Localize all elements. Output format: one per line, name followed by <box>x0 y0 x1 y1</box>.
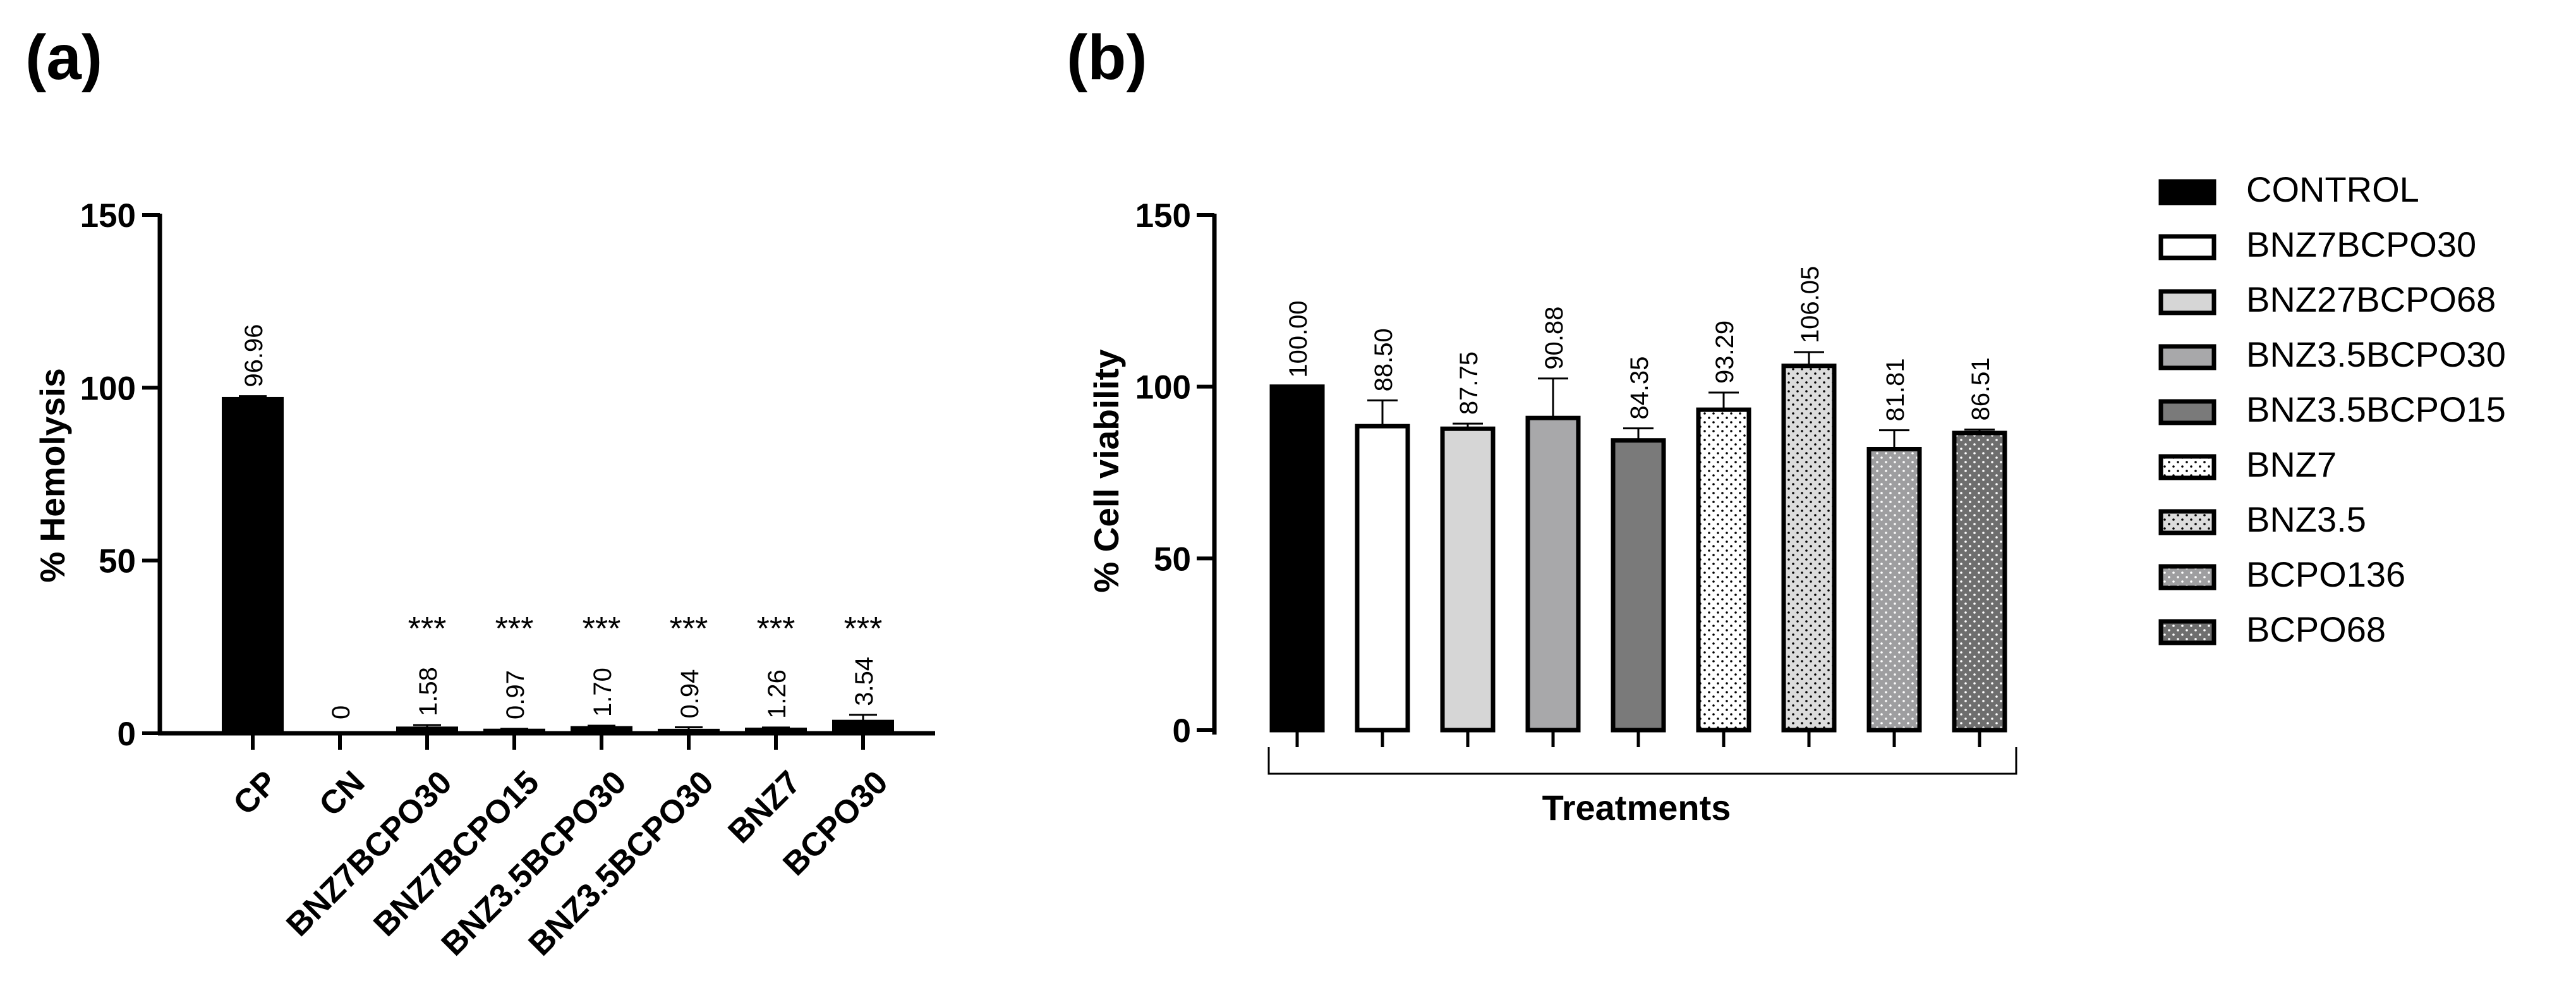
y-tick-label: 150 <box>80 197 136 235</box>
legend-label: BNZ3.5 <box>2246 499 2366 539</box>
legend-swatch-pattern <box>2161 511 2214 533</box>
bar-pattern <box>1784 365 1834 730</box>
bar <box>1442 429 1493 730</box>
legend-label: BCPO136 <box>2246 554 2405 594</box>
bar-pattern <box>1869 449 1920 730</box>
bar <box>745 728 807 735</box>
bar-pattern <box>1954 432 2005 730</box>
data-label: 87.75 <box>1455 351 1483 415</box>
data-label: 93.29 <box>1711 320 1739 384</box>
bar <box>1357 426 1408 730</box>
legend-swatch <box>2161 236 2214 258</box>
legend: CONTROL BNZ7BCPO30 BNZ27BCPO68 BNZ3.5BCPO30… <box>2158 169 2506 649</box>
bar <box>1613 440 1664 730</box>
legend-swatch-pattern <box>2161 566 2214 588</box>
legend-label: BNZ3.5BCPO30 <box>2246 334 2506 374</box>
y-tick-label: 0 <box>1173 712 1191 750</box>
legend-swatch-outline <box>2158 179 2216 205</box>
legend-swatch-outline <box>2158 399 2216 425</box>
legend-swatch <box>2161 401 2214 423</box>
legend-swatch-outline <box>2158 234 2216 260</box>
legend-label: BNZ7 <box>2246 444 2337 484</box>
data-label: 106.05 <box>1796 266 1824 343</box>
legend-swatch <box>2161 181 2214 203</box>
y-tick-label: 100 <box>80 370 136 407</box>
data-label: 1.70 <box>589 668 617 717</box>
hemolysis-chart: (a) % Hemolysis 0 50 100 150 96.96 CP 0 CN 1.58… <box>25 22 935 963</box>
significance-marker: *** <box>495 611 534 647</box>
legend-label: BNZ3.5BCPO15 <box>2246 389 2506 429</box>
bar <box>1272 386 1322 730</box>
data-label: 100.00 <box>1285 300 1312 377</box>
legend-label: CONTROL <box>2246 169 2419 209</box>
y-axis-title-hemolysis: % Hemolysis <box>33 368 72 582</box>
significance-marker: *** <box>844 611 883 647</box>
data-label: 96.96 <box>240 324 268 388</box>
data-label: 84.35 <box>1626 357 1654 420</box>
significance-marker: *** <box>583 611 621 647</box>
data-label: 1.26 <box>763 669 791 719</box>
legend-label: BNZ27BCPO68 <box>2246 279 2496 319</box>
panel-b-label: (b) <box>1067 22 1147 93</box>
legend-label: BCPO68 <box>2246 609 2386 649</box>
bar <box>222 396 284 735</box>
cell-viability-chart: (b) % Cell viability 0 50 100 150 100.00 88.… <box>1067 22 2506 827</box>
data-label: 0.97 <box>502 670 529 719</box>
legend-swatch-outline <box>2158 454 2216 480</box>
legend-swatch <box>2161 346 2214 368</box>
y-tick-label: 0 <box>118 716 136 753</box>
y-axis-title-cell-viability: % Cell viability <box>1087 349 1126 593</box>
legend-swatch-outline <box>2158 344 2216 370</box>
y-tick-label: 50 <box>99 543 136 580</box>
significance-marker: *** <box>670 611 708 647</box>
x-tick-label: CN <box>312 764 372 823</box>
bar-pattern <box>1698 410 1749 730</box>
data-label: 81.81 <box>1882 358 1909 422</box>
legend-swatch-outline <box>2158 289 2216 315</box>
data-label: 1.58 <box>414 667 442 716</box>
data-label: 0 <box>327 705 355 719</box>
bar <box>832 719 894 735</box>
significance-marker: *** <box>757 611 795 647</box>
bar-outline <box>1269 384 1325 733</box>
y-tick-label: 150 <box>1135 197 1191 235</box>
y-tick-label: 50 <box>1154 540 1191 578</box>
bar <box>1528 418 1578 730</box>
data-label: 0.94 <box>676 669 704 719</box>
legend-swatch <box>2161 291 2214 313</box>
y-tick-label: 100 <box>1135 369 1191 406</box>
x-tick-label: CP <box>226 764 284 822</box>
panel-a-label: (a) <box>25 22 102 93</box>
legend-swatch-pattern <box>2161 621 2214 643</box>
legend-swatch-outline <box>2158 619 2216 645</box>
significance-marker: *** <box>408 611 447 647</box>
bar <box>396 726 458 735</box>
data-label: 86.51 <box>1967 357 1995 420</box>
bar <box>571 726 632 735</box>
treatments-bracket <box>1267 747 2017 775</box>
legend-swatch-pattern <box>2161 456 2214 478</box>
bar <box>483 728 545 735</box>
data-label: 90.88 <box>1540 307 1568 370</box>
data-label: 3.54 <box>850 657 878 706</box>
legend-label: BNZ7BCPO30 <box>2246 224 2476 264</box>
legend-swatch-outline <box>2158 509 2216 535</box>
data-label: 88.50 <box>1370 328 1398 391</box>
x-axis-title-treatments: Treatments <box>1542 788 1731 827</box>
legend-swatch-outline <box>2158 564 2216 590</box>
bar <box>658 728 720 735</box>
